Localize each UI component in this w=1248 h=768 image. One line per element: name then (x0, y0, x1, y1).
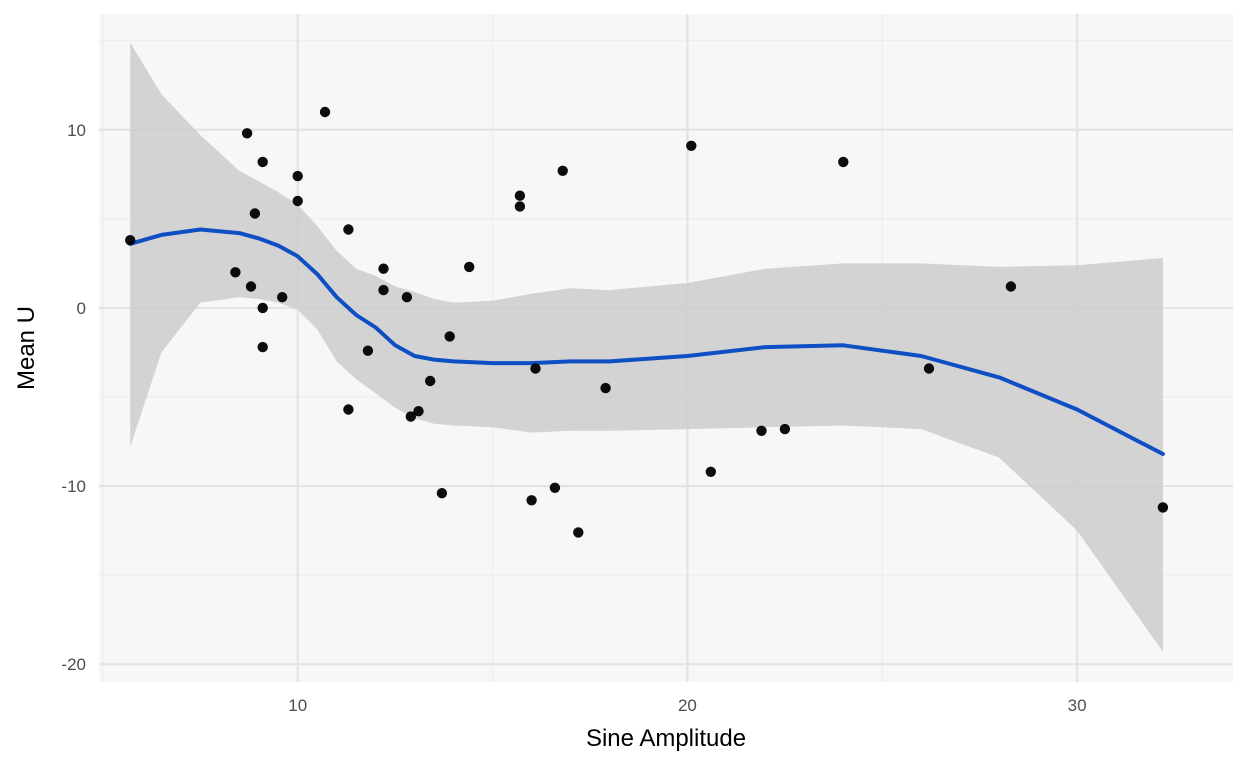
data-point (705, 466, 716, 477)
data-point (600, 382, 611, 394)
data-point (343, 404, 354, 415)
smooth-line (128, 227, 1165, 456)
data-point (779, 423, 791, 435)
y-tick-label: 0 (77, 299, 86, 318)
data-point (436, 488, 448, 499)
confidence-band (130, 42, 1163, 652)
data-point (362, 345, 374, 356)
x-axis-title: Sine Amplitude (586, 725, 746, 752)
x-tick-label: 30 (1068, 696, 1087, 715)
data-point (230, 267, 241, 278)
data-point (257, 341, 268, 353)
data-point (464, 261, 475, 273)
y-tick-label: 10 (67, 121, 86, 140)
data-point (549, 482, 561, 493)
data-point (573, 527, 584, 538)
x-tick-label: 10 (288, 696, 307, 715)
x-axis-ticks: 10 20 30 (288, 696, 1086, 715)
data-point (514, 201, 526, 212)
data-point (514, 190, 526, 201)
data-point (530, 363, 541, 374)
data-point (401, 292, 413, 303)
data-point (756, 425, 767, 436)
data-point (378, 263, 389, 274)
data-point (838, 156, 849, 168)
y-axis-ticks: -20 -10 0 10 (61, 121, 86, 674)
data-point (245, 281, 257, 292)
data-point (257, 302, 268, 314)
data-point (277, 292, 288, 303)
data-point (319, 106, 331, 118)
data-point (343, 224, 354, 235)
data-point (526, 495, 537, 506)
data-point (249, 208, 261, 219)
data-point (292, 170, 303, 182)
y-axis-title: Mean U (13, 306, 40, 390)
data-point (425, 375, 436, 387)
data-point (557, 165, 568, 176)
data-point (1157, 502, 1169, 513)
data-point (378, 284, 389, 296)
points-layer (125, 106, 1169, 538)
confidence-band-layer (130, 42, 1163, 652)
data-point (257, 156, 268, 168)
data-point (413, 406, 424, 417)
data-point (686, 140, 697, 151)
data-point (292, 195, 303, 207)
data-point (405, 411, 416, 422)
data-point (241, 128, 253, 139)
data-point (923, 363, 935, 374)
y-tick-label: -10 (61, 477, 86, 496)
data-point (1005, 281, 1017, 292)
y-tick-label: -20 (61, 655, 86, 674)
smooth-line-layer (128, 227, 1165, 456)
data-point (125, 235, 136, 246)
x-tick-label: 20 (678, 696, 697, 715)
data-point (444, 331, 455, 342)
